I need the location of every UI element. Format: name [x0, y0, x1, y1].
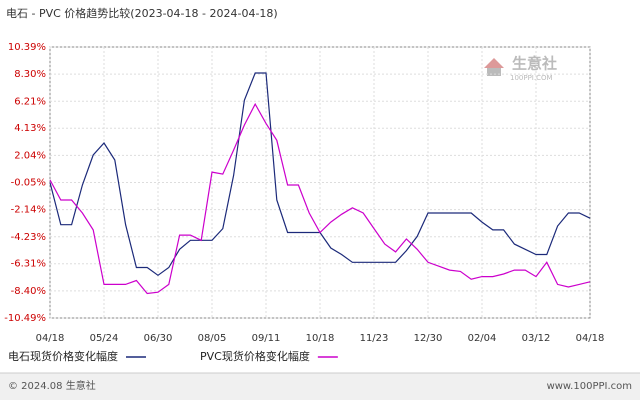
y-tick-label: 2.04%	[14, 150, 46, 161]
legend-label: 电石现货价格变化幅度	[8, 349, 118, 363]
x-tick-label: 04/18	[576, 333, 605, 344]
y-tick-label: 4.13%	[14, 123, 46, 134]
x-tick-label: 03/12	[522, 333, 551, 344]
y-tick-label: 8.30%	[14, 69, 46, 80]
y-tick-label: 10.39%	[8, 42, 46, 53]
y-tick-label: -2.14%	[11, 205, 46, 216]
y-tick-label: -10.49%	[4, 313, 46, 324]
x-tick-label: 02/04	[468, 333, 497, 344]
y-tick-label: -4.23%	[11, 232, 46, 243]
y-tick-label: -0.05%	[11, 178, 46, 189]
x-tick-label: 09/11	[252, 333, 281, 344]
watermark-name: 生意社	[512, 55, 557, 73]
legend-label: PVC现货价格变化幅度	[200, 349, 310, 363]
footer-left: © 2024.08 生意社	[8, 379, 96, 392]
watermark-site: 100PPI.COM	[510, 74, 553, 82]
x-tick-label: 06/30	[144, 333, 173, 344]
x-tick-label: 11/23	[360, 333, 389, 344]
series-line	[49, 102, 591, 295]
x-tick-label: 12/30	[414, 333, 443, 344]
chart-title: 电石 - PVC 价格趋势比较(2023-04-18 - 2024-04-18)	[6, 6, 278, 20]
y-tick-label: 6.21%	[14, 96, 46, 107]
x-tick-label: 04/18	[36, 333, 65, 344]
watermark: 生意社 100PPI.COM	[484, 55, 557, 82]
watermark-icon	[484, 58, 504, 68]
x-tick-label: 08/05	[198, 333, 227, 344]
y-tick-label: -6.31%	[11, 259, 46, 270]
x-tick-label: 05/24	[90, 333, 119, 344]
y-tick-label: -8.40%	[11, 286, 46, 297]
x-tick-label: 10/18	[306, 333, 335, 344]
watermark-icon	[487, 68, 501, 76]
footer-bar	[0, 373, 640, 400]
footer-right: www.100PPI.com	[547, 381, 632, 392]
